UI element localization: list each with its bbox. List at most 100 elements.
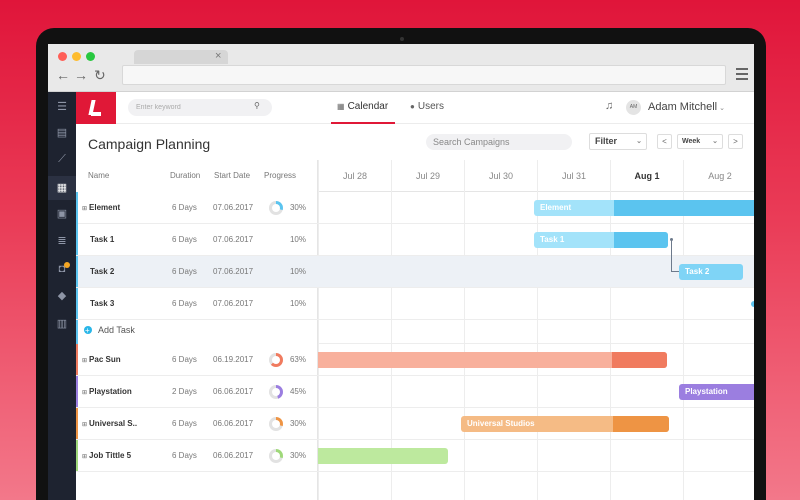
day-label: Aug 2	[684, 160, 754, 192]
column-header-start-date[interactable]: Start Date	[214, 171, 251, 180]
task-duration: 2 Days	[172, 387, 197, 396]
offscreen-task-marker	[751, 301, 754, 307]
calendar-icon: ▦	[337, 102, 345, 111]
notification-icon[interactable]: ◘	[58, 263, 66, 275]
top-bar: ⚲ ▦Calendar ●Users ♫ AM Adam Mitchell⌄	[116, 92, 754, 124]
task-name-text: Playstation	[89, 387, 132, 396]
gantt-bar-progress	[614, 232, 668, 248]
task-duration: 6 Days	[172, 203, 197, 212]
filter-dropdown[interactable]: Filter ⌄	[589, 133, 647, 150]
browser-menu-icon[interactable]	[736, 68, 748, 83]
row-color-accent	[76, 256, 78, 287]
forward-icon[interactable]: →	[74, 67, 88, 83]
maximize-window-button[interactable]	[86, 52, 95, 61]
gantt-bar[interactable]: Universal Studios	[461, 416, 669, 432]
next-week-button[interactable]: >	[728, 134, 743, 149]
user-name: Adam Mitchell	[648, 101, 718, 113]
browser-chrome: × ← → ↻	[48, 44, 754, 92]
task-progress: 10%	[289, 235, 306, 244]
expand-icon[interactable]: ⊞	[82, 422, 88, 428]
avatar[interactable]: AM	[626, 100, 641, 115]
row-color-accent	[76, 440, 78, 471]
dependency-connector	[671, 271, 679, 272]
dependency-connector	[671, 240, 679, 272]
table-row[interactable]: ⊞ Element 6 Days 07.06.2017 30%	[76, 192, 318, 352]
browser-tab[interactable]	[134, 50, 228, 64]
expand-icon[interactable]: ⊞	[82, 454, 88, 460]
tag-icon[interactable]: ◆	[57, 290, 67, 302]
list-icon[interactable]: ≣	[57, 235, 67, 247]
previous-week-button[interactable]: <	[657, 134, 672, 149]
task-name-text: Pac Sun	[89, 355, 121, 364]
task-start-date: 06.06.2017	[213, 419, 254, 428]
dashboard-icon[interactable]: ▤	[56, 127, 68, 139]
day-column: Jul 30	[464, 160, 537, 500]
expand-icon[interactable]: ⊞	[82, 206, 88, 212]
tab-users-label: Users	[417, 101, 444, 112]
tab-close-icon[interactable]: ×	[215, 50, 222, 62]
task-name: ⊞ Job Tittle 5	[82, 440, 131, 473]
column-header-progress[interactable]: Progress	[264, 171, 297, 180]
keyword-search-input[interactable]	[128, 99, 272, 116]
view-select[interactable]: Week ⌄	[677, 134, 723, 149]
expand-icon[interactable]: ⊞	[82, 358, 88, 364]
task-start-date: 07.06.2017	[213, 299, 254, 308]
gantt-bar[interactable]	[314, 448, 448, 464]
task-duration: 6 Days	[172, 235, 197, 244]
calendar-icon[interactable]: ▦	[56, 182, 68, 194]
gantt-bar[interactable]: Task 1	[534, 232, 668, 248]
app-logo[interactable]	[76, 92, 116, 124]
reload-icon[interactable]: ↻	[94, 67, 106, 83]
table-row[interactable]: ⊞ Job Tittle 5 6 Days 06.06.2017 30%	[76, 440, 318, 472]
progress-ring	[269, 416, 283, 431]
book-icon[interactable]: ▥	[56, 318, 68, 330]
task-start-date: 06.06.2017	[213, 451, 254, 460]
menu-icon[interactable]: ☰	[57, 101, 67, 113]
task-start-date: 07.06.2017	[213, 267, 254, 276]
gantt-bar[interactable]: Task 2	[679, 264, 743, 280]
progress-ring	[269, 448, 283, 463]
table-row[interactable]: Task 3 6 Days 07.06.2017 10%	[76, 288, 318, 320]
task-name: Task 3	[90, 288, 114, 320]
expand-icon[interactable]: ⊞	[82, 390, 88, 396]
user-icon: ●	[410, 102, 415, 111]
app: ☰ ▤ ⟋ ▦ ▣ ≣ ◘ ◆ ▥ ⚲ ▦Calendar ●Users ♫ A…	[48, 92, 754, 500]
bell-icon[interactable]: ♫	[605, 100, 614, 112]
gantt-bar[interactable]: Playstation	[679, 384, 754, 400]
image-icon[interactable]: ▣	[56, 208, 68, 220]
table-row[interactable]: Task 1 6 Days 07.06.2017 10%	[76, 224, 318, 256]
gantt-bar-label: Task 2	[685, 267, 710, 276]
column-header-name[interactable]: Name	[88, 171, 110, 180]
task-name-text: Task 2	[90, 267, 115, 276]
task-name: ⊞ Pac Sun	[82, 344, 121, 377]
day-column: Aug 1	[610, 160, 683, 500]
task-duration: 6 Days	[172, 299, 197, 308]
table-row[interactable]: ⊞ Playstation 2 Days 06.06.2017 45%	[76, 376, 318, 408]
campaign-search-input[interactable]: Search Campaigns	[426, 134, 572, 150]
task-progress: 45%	[289, 387, 306, 396]
search-icon[interactable]: ⚲	[254, 101, 260, 110]
gantt-bar[interactable]	[314, 352, 667, 368]
gantt-bar[interactable]: Element	[534, 200, 754, 216]
back-icon[interactable]: ←	[56, 67, 70, 83]
sidebar-active-highlight	[48, 176, 76, 200]
address-bar[interactable]	[122, 65, 726, 85]
column-header-duration[interactable]: Duration	[170, 171, 201, 180]
day-column: Jul 28	[318, 160, 391, 500]
table-row[interactable]: ⊞ Pac Sun 6 Days 06.19.2017 63%	[76, 344, 318, 376]
task-name-text: Task 1	[90, 235, 115, 244]
tab-users[interactable]: ● Users	[406, 92, 456, 124]
task-progress: 10%	[289, 299, 306, 308]
close-window-button[interactable]	[58, 52, 67, 61]
add-task-button[interactable]: Add Task	[84, 322, 135, 339]
user-menu[interactable]: Adam Mitchell ⌄	[648, 100, 725, 116]
table-row[interactable]: Task 2 6 Days 07.06.2017 10%	[76, 256, 318, 288]
laptop-frame: × ← → ↻ ☰ ▤ ⟋ ▦ ▣ ≣ ◘ ◆ ▥	[36, 28, 766, 500]
timeline-row	[318, 440, 754, 472]
task-duration: 6 Days	[172, 355, 197, 364]
day-column: Jul 31	[537, 160, 610, 500]
tab-calendar[interactable]: ▦ Calendar	[331, 92, 395, 124]
table-row[interactable]: ⊞ Universal S.. 6 Days 06.06.2017 30%	[76, 408, 318, 440]
minimize-window-button[interactable]	[72, 52, 81, 61]
chart-icon[interactable]: ⟋	[58, 153, 66, 165]
